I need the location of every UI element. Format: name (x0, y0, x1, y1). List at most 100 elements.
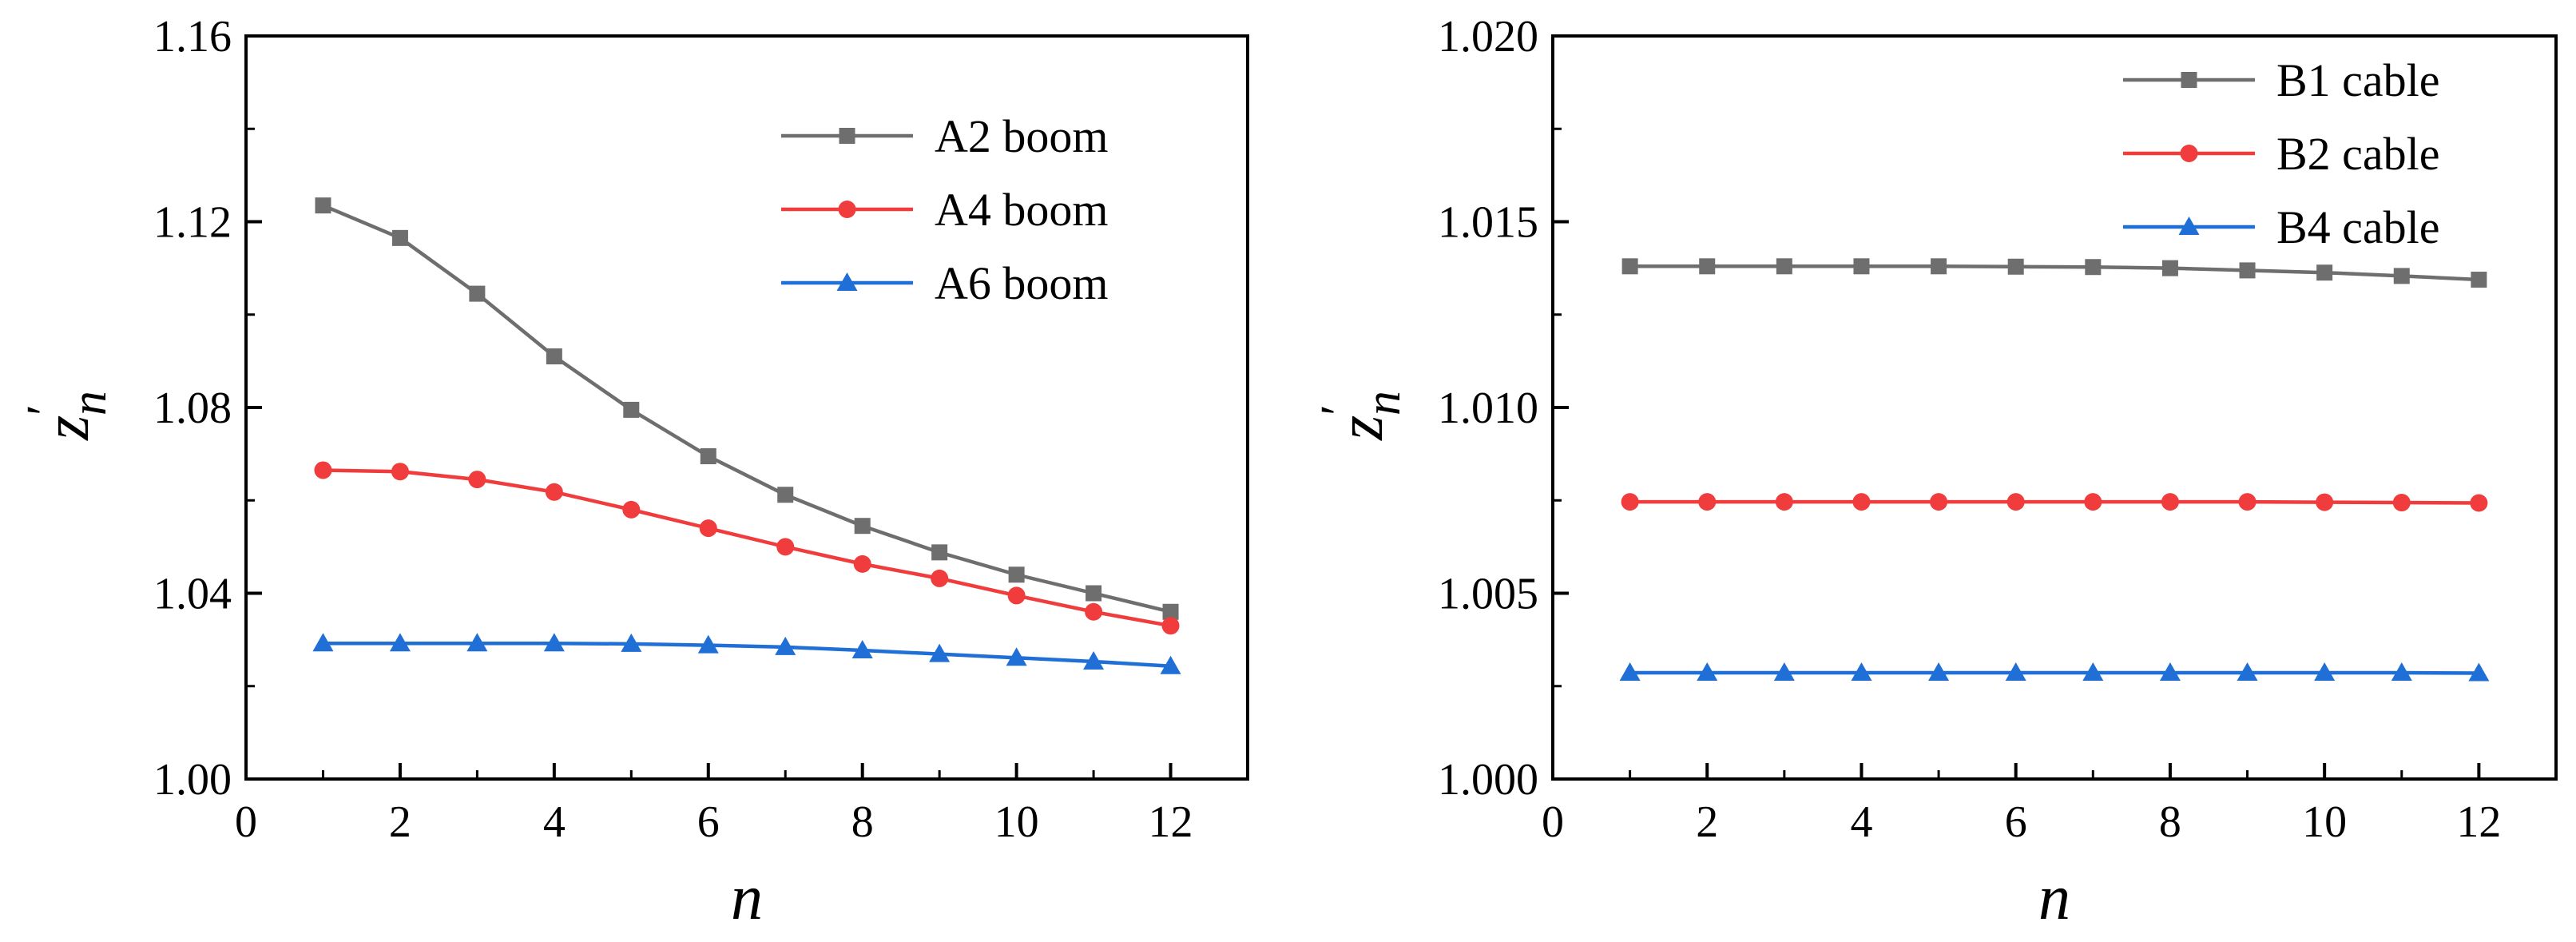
y-tick-label: 1.020 (1438, 12, 1538, 62)
legend-label: B2 cable (2276, 128, 2440, 180)
legend-label: B4 cable (2276, 201, 2440, 253)
legend-label: A2 boom (935, 110, 1109, 162)
data-point (701, 448, 716, 464)
data-point (931, 570, 948, 587)
x-tick-label: 4 (543, 797, 566, 847)
data-point (2007, 493, 2025, 511)
y-axis-label-base: z (1326, 415, 1396, 441)
data-point (2240, 262, 2256, 278)
x-axis-label: n (731, 863, 763, 933)
data-point (1931, 258, 1947, 274)
data-point (700, 519, 717, 537)
data-point (546, 348, 562, 364)
x-tick-label: 4 (1850, 797, 1872, 847)
data-point (2316, 494, 2333, 511)
data-point (314, 461, 331, 479)
data-point (2008, 259, 2024, 275)
series-a4-boom (314, 461, 1179, 634)
y-tick-label: 1.000 (1438, 755, 1538, 805)
data-point (2161, 493, 2179, 511)
data-point (2471, 272, 2487, 288)
data-point (855, 518, 871, 534)
data-point (2316, 264, 2332, 280)
data-point (777, 487, 793, 503)
data-point (1699, 258, 1715, 274)
data-point (1008, 586, 1026, 604)
x-tick-label: 0 (235, 797, 257, 847)
y-tick-label: 1.00 (153, 755, 232, 805)
data-point (776, 538, 794, 555)
y-tick-label: 1.16 (153, 12, 232, 62)
x-tick-label: 8 (2159, 797, 2181, 847)
data-point (2239, 493, 2256, 511)
series-line (1630, 266, 2479, 280)
series-line (323, 643, 1170, 666)
data-point (315, 197, 331, 213)
y-axis-label: z′n (1312, 391, 1411, 441)
x-axis-label: n (2038, 863, 2070, 933)
legend-entry: B4 cable (2123, 201, 2440, 253)
series-b1-cable (1622, 258, 2487, 288)
data-point (1086, 586, 1101, 602)
y-tick-label: 1.08 (153, 384, 232, 433)
legend-label: A4 boom (935, 184, 1109, 236)
series-b2-cable (1621, 493, 2488, 511)
data-point (1162, 617, 1180, 634)
x-tick-label: 2 (389, 797, 411, 847)
data-point (1776, 493, 1793, 511)
x-tick-label: 0 (1542, 797, 1564, 847)
y-axis-label: z′n (18, 391, 117, 441)
legend-entry: B1 cable (2123, 54, 2440, 106)
legend-marker (839, 128, 855, 144)
legend-label: B1 cable (2276, 54, 2440, 106)
y-tick-label: 1.005 (1438, 570, 1538, 619)
legend-marker (2181, 72, 2197, 88)
y-tick-label: 1.015 (1438, 198, 1538, 248)
y-axis-label-subscript: n (62, 391, 117, 415)
series-b4-cable (1620, 662, 2490, 681)
y-axis-label-subscript: n (1356, 391, 1411, 415)
legend-label: A6 boom (935, 257, 1109, 309)
data-point (1698, 493, 1716, 511)
series-a6-boom (312, 633, 1181, 674)
y-tick-label: 1.12 (153, 198, 232, 248)
x-tick-label: 10 (994, 797, 1039, 847)
legend-entry: A6 boom (781, 257, 1109, 309)
legend-entry: A2 boom (781, 110, 1109, 162)
x-tick-label: 6 (2005, 797, 2027, 847)
x-tick-label: 10 (2302, 797, 2347, 847)
data-point (392, 230, 408, 246)
data-point (2084, 493, 2102, 511)
x-tick-label: 8 (851, 797, 874, 847)
data-point (1009, 566, 1025, 582)
legend-marker (839, 201, 856, 218)
x-tick-label: 2 (1696, 797, 1718, 847)
data-point (1852, 493, 1870, 511)
data-point (546, 483, 563, 501)
data-point (1085, 603, 1102, 621)
data-point (1621, 493, 1639, 511)
data-point (2085, 259, 2101, 275)
series-line (323, 470, 1170, 626)
data-point (469, 286, 485, 302)
data-point (931, 544, 947, 560)
data-point (1776, 258, 1792, 274)
y-tick-label: 1.010 (1438, 384, 1538, 433)
legend-entry: B2 cable (2123, 128, 2440, 180)
series-line (1630, 502, 2479, 503)
data-point (623, 402, 639, 418)
legend-entry: A4 boom (781, 184, 1109, 236)
data-point (1853, 258, 1869, 274)
data-point (1930, 493, 1947, 511)
data-point (2162, 260, 2178, 276)
legend-marker (2181, 145, 2198, 162)
data-point (468, 471, 486, 488)
y-axis-label-base: z (32, 415, 102, 441)
data-point (2394, 268, 2410, 284)
data-point (391, 463, 409, 480)
y-tick-label: 1.04 (153, 570, 232, 619)
